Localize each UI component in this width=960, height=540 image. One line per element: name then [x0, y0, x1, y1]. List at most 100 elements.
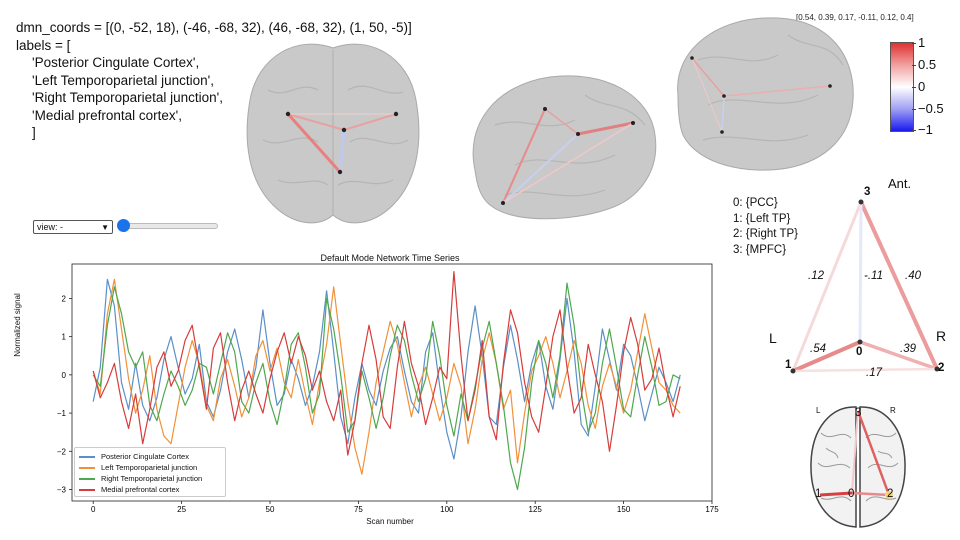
- topview-node-0: 0: [848, 488, 855, 500]
- correlation-vector: [0.54, 0.39, 0.17, -0.11, 0.12, 0.4]: [796, 13, 914, 22]
- node-0: [576, 132, 580, 136]
- label-line: 'Posterior Cingulate Cortex',: [32, 55, 200, 70]
- edge-0-2: [577, 121, 634, 136]
- roi-item: 2: {Right TP}: [733, 228, 798, 240]
- node-3: [720, 130, 724, 134]
- legend-label: Posterior Cingulate Cortex: [101, 452, 189, 461]
- brain-top-view[interactable]: [806, 403, 912, 531]
- node-label-2: 2: [938, 362, 945, 374]
- edge-0-3: [858, 201, 863, 343]
- edge-0-3: [721, 95, 725, 133]
- node-3: [858, 199, 864, 205]
- brain-sulci: [494, 94, 646, 197]
- x-tick-label: 175: [705, 505, 719, 514]
- edge-0-2: [723, 85, 831, 97]
- y-tick-label: −3: [57, 486, 67, 495]
- colorbar-tick: 1: [918, 35, 926, 50]
- brain-sulci: [697, 34, 844, 142]
- node-0: [722, 94, 726, 98]
- legend-label: Left Temporoparietal junction: [101, 463, 198, 472]
- left-label: L: [769, 330, 777, 346]
- view-dropdown-value: view: -: [37, 222, 64, 232]
- edge-1-0: [691, 57, 725, 97]
- colorbar-tick: −1: [918, 122, 933, 137]
- y-tick-label: 1: [62, 333, 67, 342]
- brain-view-sagittal[interactable]: [668, 10, 860, 185]
- edge-0-1: [544, 108, 579, 135]
- view-dropdown[interactable]: view: - ▼: [33, 220, 113, 234]
- legend-swatch: [79, 466, 95, 469]
- series-line-0: [92, 278, 681, 460]
- node-1: [285, 111, 291, 117]
- node-0: [857, 339, 863, 345]
- roi-item: 1: {Left TP}: [733, 212, 791, 225]
- coords-line: dmn_coords = [(0, -52, 18), (-46, -68, 3…: [16, 20, 412, 35]
- node-1: [543, 107, 547, 111]
- edge-1-0: [819, 491, 853, 497]
- roi-item: 0: {PCC}: [733, 197, 778, 209]
- x-tick-label: 125: [529, 505, 543, 514]
- edge-label-03: -.11: [864, 270, 883, 282]
- edge-0-3: [502, 133, 579, 204]
- topview-node-1: 1: [815, 488, 822, 500]
- node-2-highlight: [885, 491, 893, 499]
- node-label-1: 1: [785, 359, 792, 371]
- node-2: [393, 111, 399, 117]
- view-slider-thumb[interactable]: [117, 219, 130, 232]
- label-line: 'Medial prefrontal cortex',: [32, 107, 182, 123]
- x-tick-label: 75: [354, 505, 363, 514]
- colorbar-tick: −0.5: [918, 101, 944, 116]
- y-tick-label: −1: [57, 409, 67, 418]
- x-tick-label: 0: [91, 505, 96, 514]
- edge-1-3: [286, 112, 342, 174]
- brain-sulci: [262, 85, 409, 186]
- anterior-label: Ant.: [888, 176, 912, 191]
- code-block: dmn_coords = [(0, -52, 18), (-46, -68, 3…: [16, 19, 412, 142]
- edge-0-2: [851, 491, 890, 497]
- edge-2-3: [502, 122, 634, 204]
- labels-open: labels = [: [16, 37, 71, 53]
- chevron-down-icon: ▼: [101, 222, 109, 232]
- legend-item: Left Temporoparietal junction: [79, 462, 221, 473]
- legend-label: Medial prefrontal cortex: [101, 485, 180, 494]
- topview-node-3: 3: [855, 407, 862, 419]
- colorbar-tick-mark: [912, 43, 916, 44]
- edge-0-3: [338, 129, 346, 173]
- series-line-2: [92, 282, 681, 491]
- legend-swatch: [79, 477, 95, 480]
- y-tick-label: −2: [57, 447, 67, 456]
- chart-series: [92, 271, 681, 491]
- brain-view-coronal[interactable]: [238, 30, 428, 235]
- colorbar-tick-mark: [912, 87, 916, 88]
- colorbar-tick-mark: [912, 65, 916, 66]
- chart-title: Default Mode Network Time Series: [320, 253, 460, 263]
- node-2: [828, 84, 832, 88]
- edge-3-0: [851, 410, 859, 494]
- node-2: [631, 121, 635, 125]
- label-line: 'Right Temporoparietal junction',: [32, 90, 224, 105]
- chart-ticks: 0 25 50 75 100 125 150 175 −3 −2 −1 0 1 2: [57, 294, 719, 514]
- legend-item: Medial prefrontal cortex: [79, 484, 221, 495]
- node-3: [501, 201, 505, 205]
- edge-2-3: [859, 201, 939, 370]
- node-label-3: 3: [864, 186, 871, 198]
- legend-swatch: [79, 488, 95, 491]
- chart-legend: Posterior Cingulate Cortex Left Temporop…: [74, 447, 226, 497]
- edge-0-1: [792, 340, 861, 373]
- colorbar-tick-mark: [912, 130, 916, 131]
- label-line: 'Left Temporoparietal junction',: [32, 72, 215, 88]
- edge-1-2: [792, 367, 938, 373]
- edge-1-3: [691, 57, 723, 133]
- y-tick-label: 2: [62, 294, 67, 303]
- chart-frame: [71, 263, 713, 502]
- edge-3-2: [856, 410, 891, 496]
- roi-item: 3: {MPFC}: [733, 243, 787, 256]
- topview-left-label: L: [816, 406, 821, 415]
- edge-label-01: .54: [810, 343, 826, 355]
- topview-right-label: R: [890, 406, 896, 415]
- roi-legend: 0: {PCC} 1: {Left TP} 2: {Right TP} 3: {…: [733, 196, 798, 258]
- node-2: [934, 366, 940, 372]
- legend-item: Right Temporoparietal junction: [79, 473, 221, 484]
- connectivity-triangle: [790, 199, 940, 374]
- brain-view-oblique[interactable]: [455, 55, 665, 235]
